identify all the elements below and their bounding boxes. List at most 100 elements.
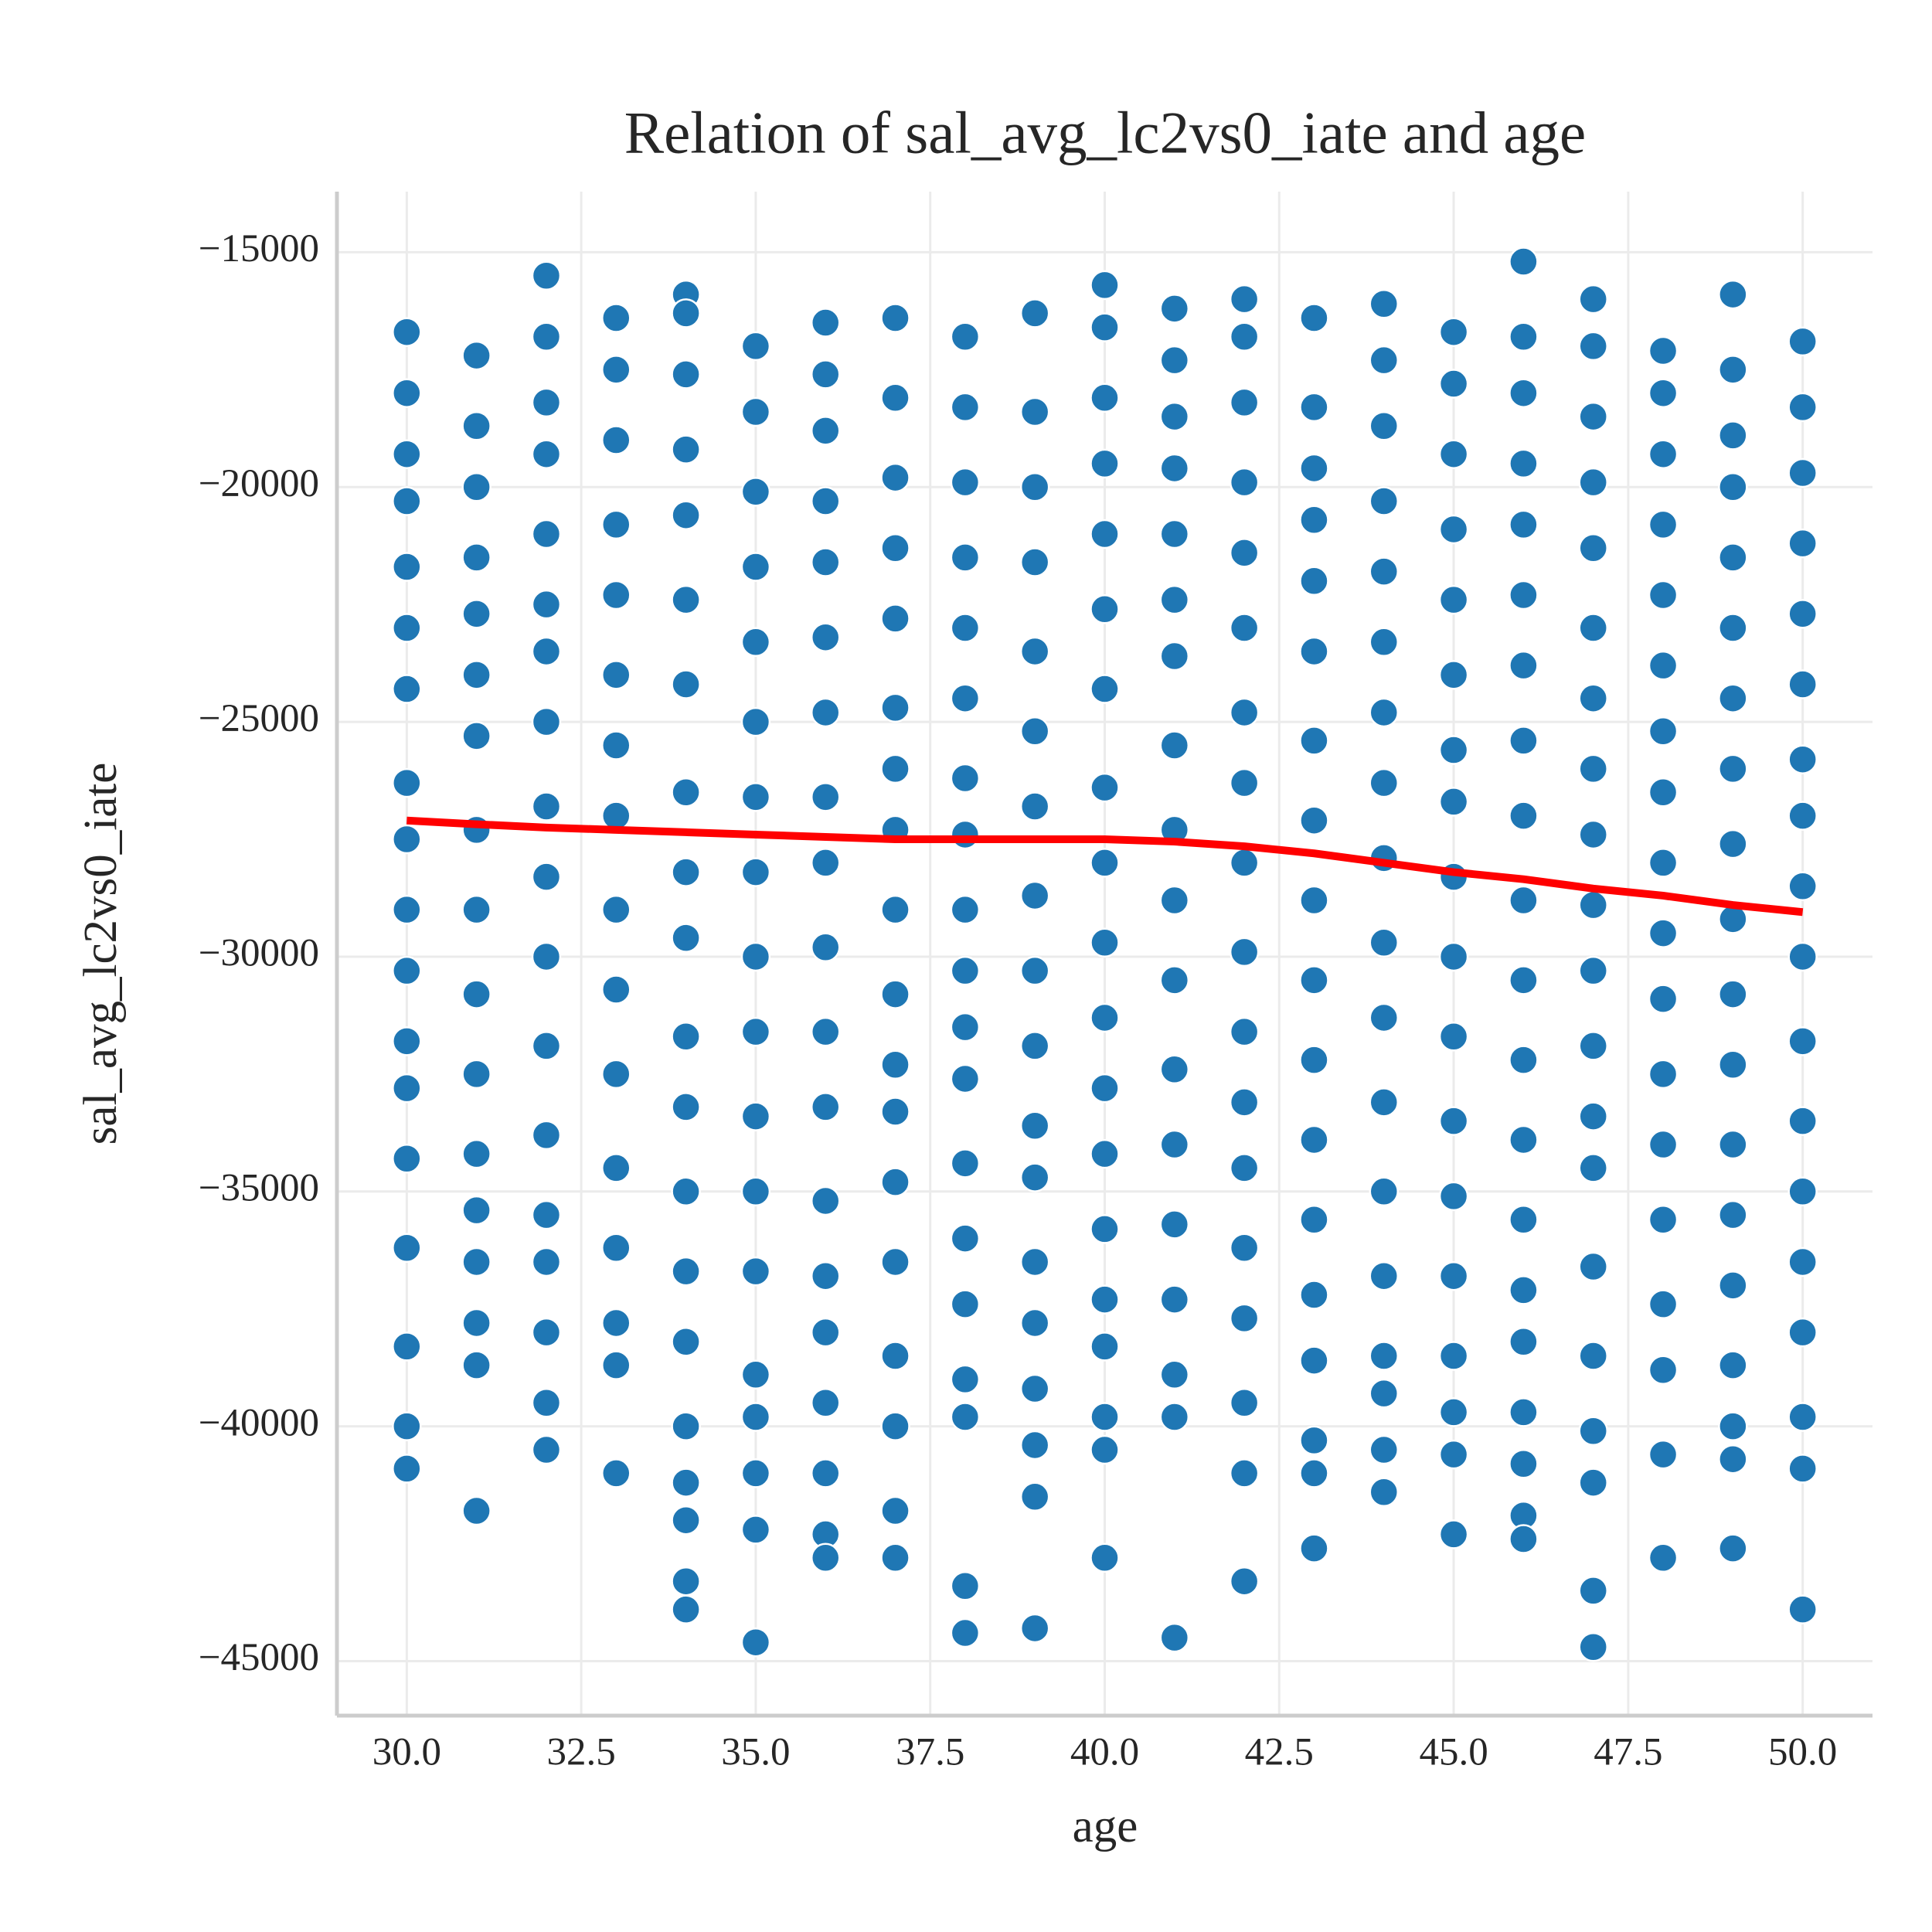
point: [461, 1308, 492, 1338]
point: [1090, 1214, 1120, 1244]
point: [1578, 819, 1608, 850]
point: [1299, 1458, 1329, 1488]
point: [671, 923, 701, 953]
point: [1019, 716, 1050, 747]
point: [1438, 1022, 1469, 1052]
point: [810, 848, 841, 878]
point: [1299, 965, 1329, 995]
point: [1509, 1327, 1539, 1357]
point: [810, 1388, 841, 1418]
point: [1159, 641, 1190, 672]
point: [950, 1063, 981, 1094]
point: [1299, 1045, 1329, 1075]
point: [1509, 1275, 1539, 1305]
point: [1299, 1280, 1329, 1310]
point: [1019, 298, 1050, 328]
point: [880, 979, 910, 1009]
point: [1159, 1402, 1190, 1432]
point: [1299, 392, 1329, 423]
point: [1438, 369, 1469, 399]
point: [740, 1176, 771, 1207]
point: [950, 763, 981, 794]
point: [1787, 528, 1818, 559]
point: [601, 1059, 631, 1090]
point: [1159, 453, 1190, 484]
point: [810, 308, 841, 338]
point: [1090, 1073, 1120, 1104]
point: [740, 1515, 771, 1545]
point: [1369, 1378, 1400, 1409]
point: [671, 1092, 701, 1122]
point: [531, 439, 562, 469]
point: [740, 1256, 771, 1287]
point: [1229, 848, 1260, 878]
point: [461, 979, 492, 1009]
point: [1019, 1247, 1050, 1277]
point: [671, 298, 701, 328]
point: [392, 1026, 422, 1056]
point: [1509, 1045, 1539, 1075]
point: [671, 1256, 701, 1287]
point: [880, 1341, 910, 1371]
point: [671, 669, 701, 699]
point: [671, 777, 701, 808]
point: [810, 1260, 841, 1291]
point: [461, 340, 492, 371]
point: [1718, 613, 1748, 643]
point: [671, 1566, 701, 1597]
point: [1090, 848, 1120, 878]
point: [1438, 1260, 1469, 1291]
point: [461, 410, 492, 441]
point: [1787, 801, 1818, 831]
point: [392, 894, 422, 925]
y-tick-label: −20000: [199, 462, 319, 505]
point: [1578, 613, 1608, 643]
point: [740, 1359, 771, 1390]
point: [531, 706, 562, 737]
point: [740, 331, 771, 362]
point: [1159, 1284, 1190, 1315]
point: [950, 613, 981, 643]
point: [1509, 509, 1539, 540]
point: [1159, 1359, 1190, 1390]
x-tick-label: 50.0: [1768, 1731, 1837, 1774]
point: [1438, 1519, 1469, 1549]
point: [950, 1364, 981, 1395]
point: [1787, 326, 1818, 357]
point: [1648, 1543, 1679, 1573]
point: [1019, 1481, 1050, 1512]
point: [880, 1097, 910, 1127]
point: [601, 509, 631, 540]
point: [740, 1016, 771, 1047]
point: [671, 1327, 701, 1357]
point: [1718, 279, 1748, 310]
point: [950, 467, 981, 498]
point: [1787, 1176, 1818, 1207]
point: [1299, 566, 1329, 597]
x-tick-label: 47.5: [1594, 1731, 1662, 1774]
point: [1019, 1031, 1050, 1061]
point: [531, 791, 562, 821]
point: [1159, 730, 1190, 760]
point: [1578, 1576, 1608, 1606]
point: [531, 1120, 562, 1151]
point: [1159, 965, 1190, 995]
point: [950, 543, 981, 573]
point: [671, 1176, 701, 1207]
point: [1578, 683, 1608, 713]
point: [671, 500, 701, 530]
point: [1718, 471, 1748, 502]
point: [1229, 1303, 1260, 1334]
point: [1578, 1031, 1608, 1061]
point: [531, 321, 562, 352]
point: [531, 1388, 562, 1418]
point: [1787, 941, 1818, 972]
point: [1090, 1332, 1120, 1362]
point: [950, 321, 981, 352]
point: [1509, 1397, 1539, 1427]
point: [1578, 1153, 1608, 1183]
point: [601, 801, 631, 831]
point: [1509, 801, 1539, 831]
point: [531, 1247, 562, 1277]
point: [392, 955, 422, 986]
